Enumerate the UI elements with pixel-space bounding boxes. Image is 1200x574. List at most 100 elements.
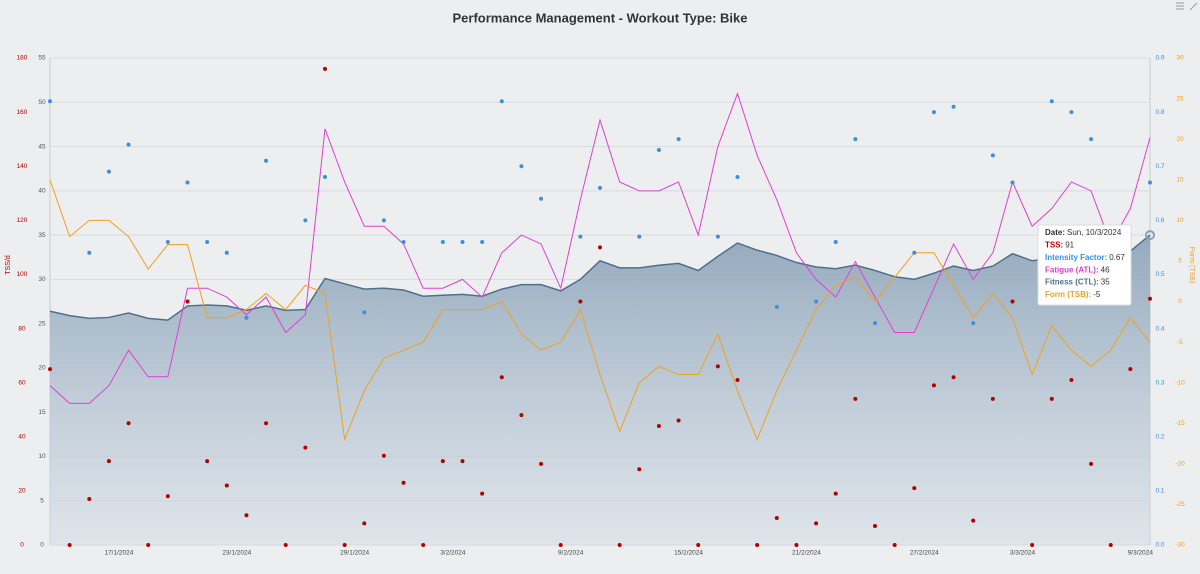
y-tick-label: 100 <box>17 271 28 278</box>
data-point <box>165 239 170 244</box>
y-tick-label: 10 <box>38 453 46 460</box>
data-point <box>833 239 838 244</box>
y-tick-label: 160 <box>17 109 28 116</box>
y-tick-label: 40 <box>38 188 46 195</box>
x-tick-label: 27/2/2024 <box>910 550 939 557</box>
data-point <box>519 413 524 418</box>
tooltip-row: Intensity Factor: 0.67 <box>1045 253 1125 262</box>
data-point <box>715 234 720 239</box>
y-tick-label: 0.1 <box>1155 488 1164 495</box>
data-point <box>578 299 583 304</box>
data-point <box>460 239 465 244</box>
y-tick-label: 140 <box>17 163 28 170</box>
data-point <box>205 239 210 244</box>
data-point <box>755 543 760 547</box>
y-tick-label: 0 <box>1178 298 1182 305</box>
y-tick-label: 0.7 <box>1155 163 1164 170</box>
data-point <box>283 543 288 547</box>
data-point <box>853 396 858 401</box>
y-tick-label: 5 <box>40 497 44 504</box>
data-point <box>146 543 151 547</box>
data-point <box>539 196 544 201</box>
y-tick-label: 0.8 <box>1155 109 1164 116</box>
data-point <box>656 147 661 152</box>
menu-icon[interactable] <box>1176 2 1184 10</box>
tooltip-value: -5 <box>1093 290 1101 299</box>
data-point <box>264 421 269 426</box>
data-point <box>224 250 229 255</box>
tooltip-row: Fatigue (ATL): 46 <box>1045 265 1110 274</box>
y-tick-label: 0 <box>40 542 44 549</box>
data-point <box>126 421 131 426</box>
data-point <box>676 418 681 423</box>
y-tick-label: 15 <box>1176 176 1184 183</box>
tooltip-label: Fatigue (ATL): <box>1045 265 1099 274</box>
data-point <box>931 383 936 388</box>
hover-marker <box>1145 230 1155 241</box>
data-point <box>126 142 131 147</box>
tooltip-value: Sun, 10/3/2024 <box>1067 228 1122 237</box>
x-tick-label: 17/1/2024 <box>104 550 133 557</box>
data-point <box>401 239 406 244</box>
data-point <box>539 461 544 466</box>
y-tick-label: 20 <box>1176 136 1184 143</box>
data-point <box>1049 99 1054 104</box>
data-point <box>244 315 249 320</box>
y-tick-label: -20 <box>1175 461 1185 468</box>
data-point <box>912 486 917 491</box>
data-point <box>715 364 720 369</box>
data-point <box>637 467 642 472</box>
tooltip-row: Fitness (CTL): 35 <box>1045 278 1110 287</box>
y-tick-label: -15 <box>1175 420 1185 427</box>
data-point <box>951 375 956 380</box>
data-point <box>1108 543 1113 547</box>
data-point <box>598 185 602 190</box>
tooltip-box <box>1037 224 1132 306</box>
y-tick-label: 15 <box>38 409 46 416</box>
x-tick-label: 3/3/2024 <box>1010 550 1036 557</box>
data-point <box>224 483 229 488</box>
data-point <box>990 153 995 158</box>
axis-title: TSS/d <box>5 255 12 275</box>
y-tick-label: 80 <box>18 325 26 332</box>
tooltip-label: Form (TSB): <box>1045 290 1091 299</box>
y-tick-label: 60 <box>18 379 26 386</box>
tooltip-value: 0.67 <box>1109 253 1125 262</box>
data-point <box>362 310 367 315</box>
data-point <box>205 459 210 464</box>
data-point <box>67 543 72 547</box>
area-layer <box>49 234 1151 545</box>
data-point <box>440 459 445 464</box>
data-point <box>519 164 524 169</box>
data-point <box>342 543 347 547</box>
tooltip-label: Intensity Factor: <box>1045 253 1107 262</box>
tooltip-value: 46 <box>1101 265 1110 274</box>
data-point <box>971 321 976 326</box>
y-tick-label: 35 <box>38 232 46 239</box>
y-tick-label: -30 <box>1175 542 1185 549</box>
data-point <box>814 299 819 304</box>
data-point <box>165 494 170 499</box>
data-point <box>1049 396 1054 401</box>
data-point <box>1069 377 1074 382</box>
tooltip-label: Fitness (CTL): <box>1045 278 1099 287</box>
data-point <box>617 543 622 547</box>
y-tick-label: 120 <box>17 217 28 224</box>
y-tick-label: 50 <box>38 99 46 106</box>
expand-icon[interactable] <box>1189 2 1198 11</box>
data-point <box>401 480 406 485</box>
y-tick-label: -25 <box>1175 501 1185 508</box>
data-point <box>1089 137 1094 142</box>
series-area <box>50 235 1150 545</box>
y-tick-label: 30 <box>38 276 46 283</box>
x-tick-label: 15/2/2024 <box>674 550 703 557</box>
data-point <box>912 250 917 255</box>
x-tick-label: 3/2/2024 <box>440 550 466 557</box>
data-point <box>185 299 190 304</box>
data-point <box>87 497 92 502</box>
data-point <box>48 99 52 104</box>
tooltip-date: Date: Sun, 10/3/2024 <box>1045 228 1122 237</box>
tooltip-label: TSS: <box>1045 241 1063 250</box>
data-point <box>735 377 740 382</box>
